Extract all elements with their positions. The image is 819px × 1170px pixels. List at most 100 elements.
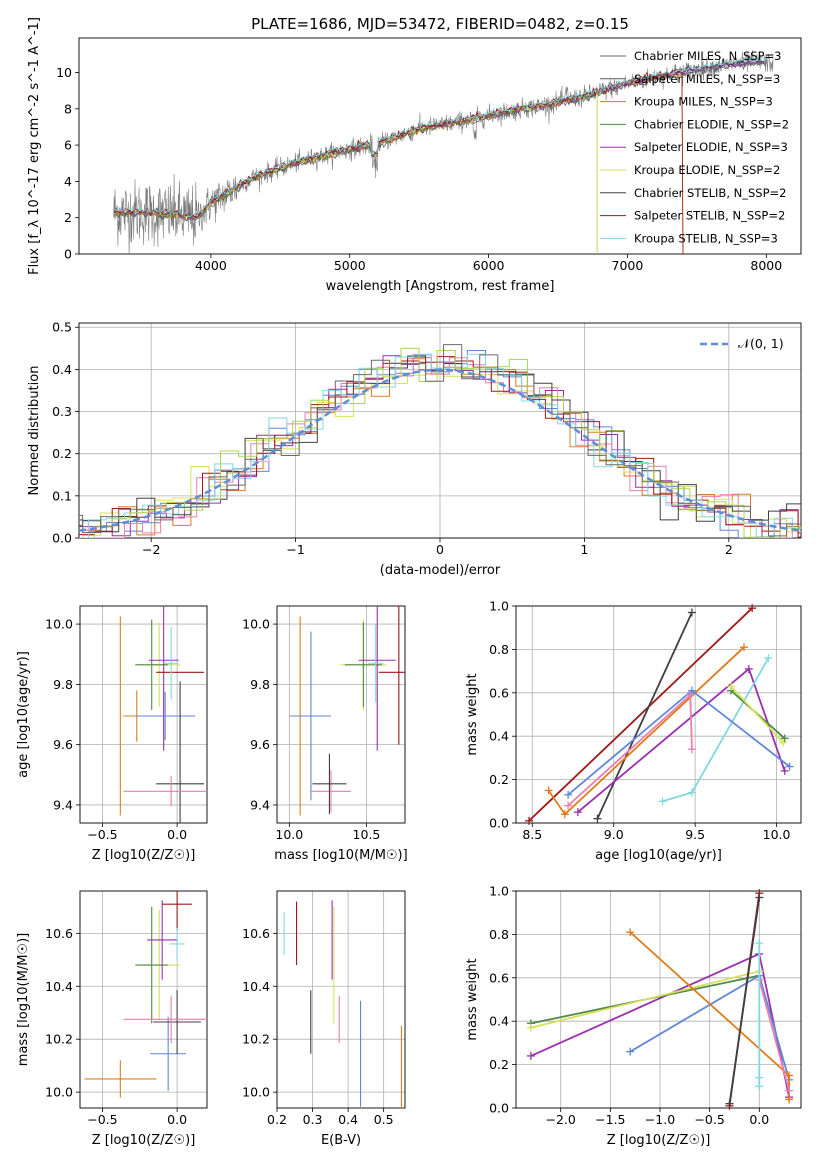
axes-frame [276,605,406,824]
legend-entry: Salpeter ELODIE, N_SSP=3 [634,140,788,154]
y-axis-label: mass weight [465,673,480,755]
y-tick-label: 0.4 [52,362,72,377]
x-tick-label: 1 [580,542,588,557]
y-tick-label: 10.0 [45,1085,73,1100]
y-axis-label: mass [log10(M/M☉)] [16,933,31,1066]
model-spectrum-line [113,56,766,218]
x-tick-label: 0.4 [338,1112,358,1127]
y-tick-label: 10.4 [242,979,270,994]
x-tick-label: 10.5 [353,827,381,842]
x-tick-label: 0.0 [167,1112,187,1127]
y-axis-label: Flux [f_λ 10^-17 erg cm^-2 s^-1 A^-1] [27,17,42,275]
x-axis-label: Z [log10(Z/Z☉)] [92,848,196,863]
axes-frame [515,890,802,1109]
x-tick-label: 0.5 [374,1112,394,1127]
x-tick-label: 4000 [195,258,227,273]
x-axis-label: Z [log10(Z/Z☉)] [92,1133,196,1148]
y-tick-label: 6 [64,138,72,153]
x-tick-label: −1 [286,542,304,557]
y-tick-label: 9.4 [250,797,270,812]
axes-frame [515,605,802,824]
y-tick-label: 0.3 [52,404,72,419]
x-tick-label: 0.3 [303,1112,323,1127]
x-tick-label: −1.0 [645,1112,675,1127]
axes-frame [79,605,208,824]
y-tick-label: 10.0 [242,1085,270,1100]
legend-entry: Kroupa STELIB, N_SSP=3 [634,231,778,245]
y-tick-label: 0.0 [489,1101,509,1116]
y-tick-label: 9.6 [53,737,73,752]
series-line [596,612,693,820]
legend-entry: Kroupa ELODIE, N_SSP=2 [634,163,780,177]
axes-frame [78,37,802,255]
axes-frame [276,890,406,1109]
x-tick-label: −0.5 [694,1112,724,1127]
series-line [730,685,784,744]
y-tick-label: 10.0 [45,617,73,632]
mass-vs-ebv-panel: 0.2 0.3 0.4 0.5 10.0 10.2 10.4 10.6 E(B-V) [242,890,406,1148]
legend-entry: 𝒩(0, 1) [738,336,784,351]
y-tick-label: 10.2 [242,1032,270,1047]
axes-frame [79,890,208,1109]
y-tick-label: 0.2 [489,772,509,787]
x-tick-label: −0.5 [87,827,117,842]
legend-entry: Salpeter STELIB, N_SSP=2 [634,209,785,223]
x-axis-label: Z [log10(Z/Z☉)] [607,1133,711,1148]
x-tick-label: 0.2 [267,1112,287,1127]
y-tick-label: 0.0 [489,816,509,831]
y-tick-label: 0.6 [489,685,509,700]
series-line [528,607,753,822]
x-tick-label: 0 [436,542,444,557]
x-tick-label: 9.5 [685,827,705,842]
x-tick-label: 8000 [750,258,782,273]
residuals-panel: −2 −1 0 1 2 0.0 0.1 0.2 0.3 0.4 0.5 (data-model)/er… [27,320,802,578]
y-tick-label: 10.2 [45,1032,73,1047]
x-axis-label: wavelength [Angstrom, rest frame] [326,279,555,294]
y-tick-label: 1.0 [489,599,509,614]
series-line [728,897,761,1104]
y-tick-label: 0.4 [489,1014,509,1029]
y-tick-label: 9.4 [53,797,73,812]
x-axis-label: mass [log10(M/M☉)] [274,848,407,863]
normal-curve [79,368,801,532]
y-tick-label: 10.4 [45,979,73,994]
spectrum-panel: 4000 5000 6000 7000 8000 0 2 4 6 8 10 wavelength [A… [27,17,802,294]
legend-entry: Chabrier ELODIE, N_SSP=2 [634,117,789,131]
y-tick-label: 0.8 [489,927,509,942]
legend-entry: Chabrier STELIB, N_SSP=2 [634,186,786,200]
massweight-vs-age-panel: 8.5 9.0 9.5 10.0 0.0 0.2 0.4 0.6 0.8 1.0 age [log1… [465,599,802,863]
figure-title: PLATE=1686, MJD=53472, FIBERID=0482, z=0… [251,15,629,33]
y-tick-label: 0.2 [52,446,72,461]
series-line [530,970,760,1029]
x-tick-label: 0.0 [749,1112,769,1127]
axes-frame [78,322,802,539]
y-tick-label: 10 [56,65,72,80]
x-tick-label: 6000 [473,258,505,273]
y-tick-label: 0 [64,247,72,262]
y-axis-label: Normed distribution [27,366,42,496]
x-tick-label: 8.5 [522,827,542,842]
y-axis-label: age [log10(age/yr)] [16,651,31,778]
y-tick-label: 4 [64,174,72,189]
y-tick-label: 0.2 [489,1057,509,1072]
x-tick-label: 10.0 [275,827,303,842]
legend-entry: Salpeter MILES, N_SSP=3 [634,72,780,86]
x-tick-label: −0.5 [87,1112,117,1127]
y-tick-label: 9.8 [250,677,270,692]
histogram-series [79,344,801,537]
y-tick-label: 10.6 [242,926,270,941]
legend-entry: Chabrier MILES, N_SSP=3 [634,49,781,63]
massweight-vs-metallicity-panel: −2.0 −1.5 −1.0 −0.5 0.0 0.0 0.2 0.4 0.6 0.8 1.0 Z [… [465,884,802,1148]
y-tick-label: 2 [64,210,72,225]
x-tick-label: 9.0 [604,827,624,842]
x-tick-label: −2.0 [546,1112,576,1127]
x-tick-label: 2 [725,542,733,557]
x-tick-label: 7000 [612,258,644,273]
y-tick-label: 0.1 [52,488,72,503]
y-tick-label: 0.8 [489,642,509,657]
x-axis-label: E(B-V) [321,1133,361,1148]
y-axis-label: mass weight [465,958,480,1040]
y-tick-label: 0.5 [52,320,72,335]
x-tick-label: 10.0 [763,827,791,842]
